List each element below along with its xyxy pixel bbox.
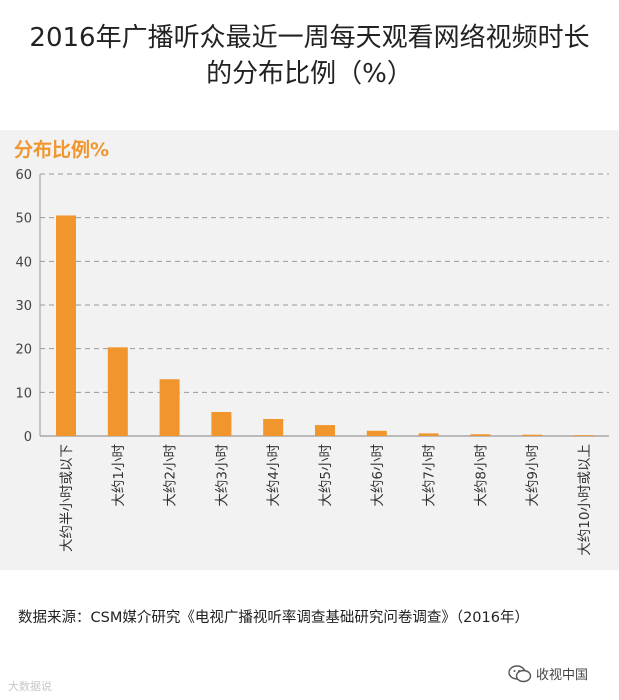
x-tick-label: 大约6小时 — [370, 444, 386, 507]
bar — [263, 418, 284, 436]
y-tick-label: 50 — [15, 212, 32, 227]
wechat-icon — [508, 664, 532, 682]
x-tick-label: 大约9小时 — [525, 444, 541, 507]
y-tick-labels: 0 10 20 30 40 50 60 — [15, 168, 32, 445]
bar — [211, 411, 232, 436]
x-tick-label: 大约5小时 — [318, 444, 334, 507]
y-axis-label: 分布比例% — [14, 138, 109, 161]
x-tick-labels: 大约半小时或以下 大约1小时 大约2小时 大约3小时 大约4小时 大约5小时 大约6小时 大约… — [59, 444, 593, 556]
y-tick-label: 60 — [15, 168, 32, 183]
y-tick-label: 0 — [24, 430, 32, 445]
x-tick-label: 大约2小时 — [163, 444, 179, 507]
x-tick-label: 大约10小时或以上 — [577, 444, 593, 556]
bar — [315, 425, 335, 436]
bar — [366, 430, 387, 436]
y-tick-label: 10 — [15, 386, 32, 401]
x-tick-label: 大约8小时 — [473, 444, 489, 507]
y-tick-label: 20 — [15, 343, 32, 358]
y-tick-label: 40 — [15, 255, 32, 270]
bars — [56, 215, 594, 436]
bar — [159, 379, 180, 436]
x-tick-label: 大约3小时 — [214, 444, 230, 507]
bar — [56, 215, 76, 436]
data-source: 数据来源：CSM媒介研究《电视广播视听率调查基础研究问卷调查》（2016年） — [18, 610, 529, 626]
chart-panel: 分布比例% 0 10 20 30 40 50 60 大约半小时或以下 大约1小时 大约2小时 大约… — [0, 130, 619, 570]
bar — [418, 433, 439, 436]
watermark-right: 收视中国 — [508, 664, 588, 683]
bar — [574, 435, 594, 436]
title-line-2: 的分布比例（%） — [206, 59, 413, 89]
title-line-1: 2016年广播听众最近一周每天观看网络视频时长 — [29, 23, 590, 53]
x-tick-label: 大约半小时或以下 — [59, 444, 75, 552]
bar — [522, 434, 543, 436]
watermark-right-text: 收视中国 — [536, 668, 589, 683]
x-tick-label: 大约4小时 — [266, 444, 282, 507]
bar — [107, 347, 128, 436]
chart-title: 2016年广播听众最近一周每天观看网络视频时长 的分布比例（%） — [0, 20, 619, 92]
y-tick-label: 30 — [15, 299, 32, 314]
x-tick-label: 大约1小时 — [111, 444, 127, 507]
watermark-left: 大数据说 — [8, 680, 52, 693]
x-tick-label: 大约7小时 — [422, 444, 438, 507]
bar — [470, 434, 491, 436]
